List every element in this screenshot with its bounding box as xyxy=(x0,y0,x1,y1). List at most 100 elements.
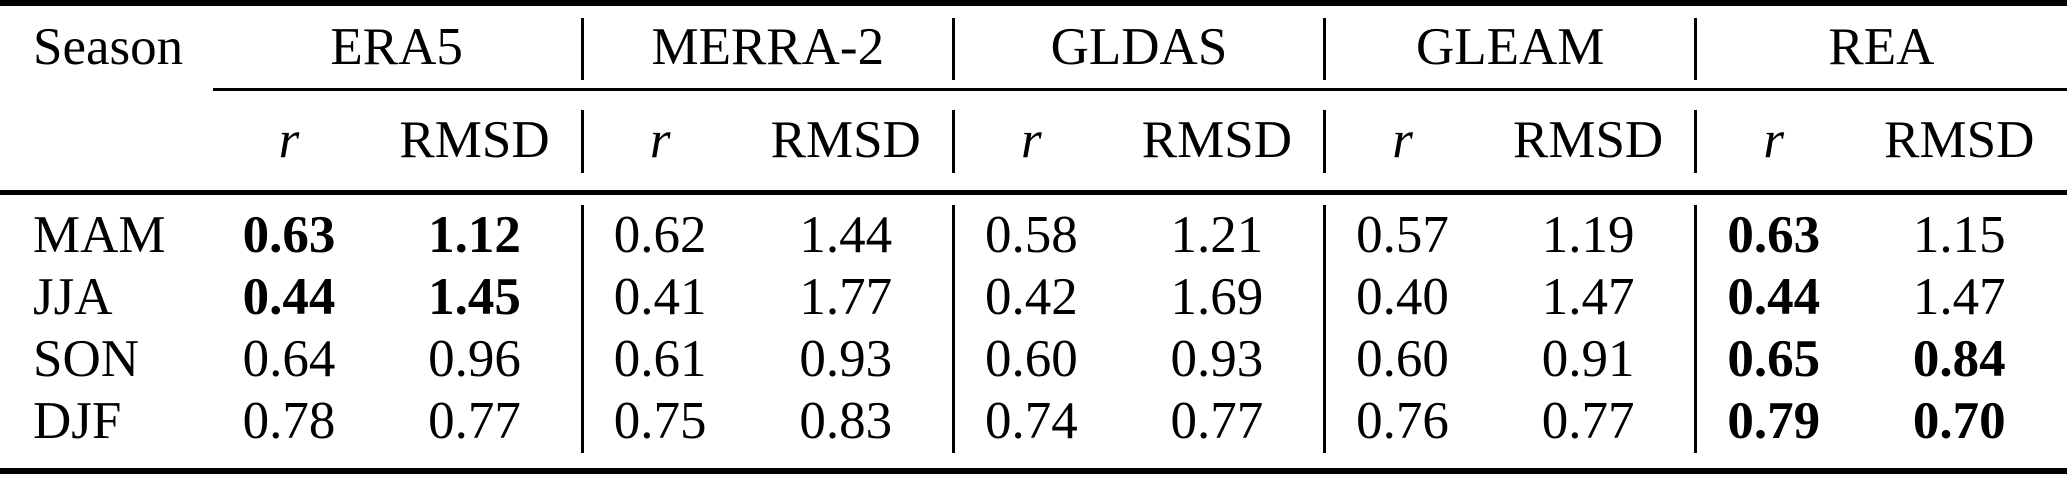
metric-label-r: r xyxy=(1763,111,1785,169)
cell-group-era5: 0.44 1.45 xyxy=(211,267,582,326)
value-rmsd: 0.91 xyxy=(1541,329,1635,388)
metric-subheader-gldas: r RMSD xyxy=(953,114,1324,167)
value-r: 0.76 xyxy=(1356,391,1449,450)
group-header-row: Season ERA5 MERRA-2 GLDAS GLEAM REA xyxy=(0,6,2067,88)
value-rmsd: 1.15 xyxy=(1912,205,2006,264)
value-rmsd: 1.12 xyxy=(428,205,521,264)
cell-group-era5: 0.78 0.77 xyxy=(211,391,582,450)
value-rmsd: 1.44 xyxy=(799,205,893,264)
value-r: 0.44 xyxy=(1727,267,1821,326)
value-rmsd: 0.84 xyxy=(1912,329,2006,388)
value-r: 0.74 xyxy=(984,391,1078,450)
value-r: 0.57 xyxy=(1356,205,1449,264)
column-separator xyxy=(1694,110,1698,173)
group-header-rea: REA xyxy=(1828,17,1935,76)
season-label: SON xyxy=(33,329,140,388)
cell-group-gleam: 0.57 1.19 xyxy=(1325,205,1696,264)
cell-group-rea: 0.44 1.47 xyxy=(1696,267,2067,326)
season-column-header: Season xyxy=(33,17,184,76)
table-row-djf: DJF 0.78 0.77 0.75 0.83 0.74 0.77 0.76 0.77 0.79 0… xyxy=(0,390,2067,452)
metric-label-r: r xyxy=(649,111,671,169)
column-separator xyxy=(580,18,584,80)
table-bottom-rule xyxy=(0,468,2067,474)
value-r: 0.42 xyxy=(984,267,1078,326)
season-label: MAM xyxy=(33,205,166,264)
group-header-gleam: GLEAM xyxy=(1415,17,1605,76)
metric-subheader-rea: r RMSD xyxy=(1696,114,2067,167)
cell-group-era5: 0.63 1.12 xyxy=(211,205,582,264)
column-separator xyxy=(951,110,955,173)
value-r: 0.64 xyxy=(242,329,336,388)
value-rmsd: 0.93 xyxy=(799,329,893,388)
cell-group-era5: 0.64 0.96 xyxy=(211,329,582,388)
metric-label-r: r xyxy=(1021,111,1042,169)
metric-subheader-gleam: r RMSD xyxy=(1325,114,1696,167)
metric-label-rmsd: RMSD xyxy=(770,111,921,169)
value-rmsd: 0.93 xyxy=(1170,329,1264,388)
metric-subheader-era5: r RMSD xyxy=(211,114,582,167)
cell-group-gldas: 0.58 1.21 xyxy=(953,205,1324,264)
column-separator xyxy=(580,110,584,173)
value-rmsd: 1.47 xyxy=(1541,267,1635,326)
column-separator xyxy=(1323,205,1327,453)
cell-group-merra-2: 0.41 1.77 xyxy=(582,267,953,326)
column-separator xyxy=(951,18,955,80)
value-rmsd: 1.19 xyxy=(1541,205,1635,264)
value-r: 0.41 xyxy=(613,267,707,326)
cell-group-merra-2: 0.75 0.83 xyxy=(582,391,953,450)
value-r: 0.78 xyxy=(242,391,336,450)
cell-group-gleam: 0.76 0.77 xyxy=(1325,391,1696,450)
metric-subheader-merra-2: r RMSD xyxy=(582,114,953,167)
value-r: 0.40 xyxy=(1356,267,1449,326)
cell-group-gleam: 0.60 0.91 xyxy=(1325,329,1696,388)
cell-group-gldas: 0.60 0.93 xyxy=(953,329,1324,388)
value-r: 0.63 xyxy=(242,205,336,264)
table-row-mam: MAM 0.63 1.12 0.62 1.44 0.58 1.21 0.57 1.19 0.63 1… xyxy=(0,204,2067,266)
value-r: 0.44 xyxy=(242,267,336,326)
value-r: 0.60 xyxy=(984,329,1078,388)
metric-label-rmsd: RMSD xyxy=(399,111,550,169)
cell-group-merra-2: 0.61 0.93 xyxy=(582,329,953,388)
value-rmsd: 0.96 xyxy=(428,329,521,388)
value-rmsd: 1.77 xyxy=(799,267,893,326)
value-rmsd: 1.47 xyxy=(1912,267,2006,326)
group-header-merra-2: MERRA-2 xyxy=(651,17,885,76)
value-r: 0.75 xyxy=(613,391,707,450)
cell-group-rea: 0.65 0.84 xyxy=(1696,329,2067,388)
value-r: 0.79 xyxy=(1727,391,1821,450)
group-header-era5: ERA5 xyxy=(330,17,463,76)
cell-group-gleam: 0.40 1.47 xyxy=(1325,267,1696,326)
value-rmsd: 0.83 xyxy=(799,391,893,450)
value-r: 0.63 xyxy=(1727,205,1821,264)
value-rmsd: 0.77 xyxy=(428,391,521,450)
metric-label-rmsd: RMSD xyxy=(1884,111,2035,169)
cell-group-merra-2: 0.62 1.44 xyxy=(582,205,953,264)
table-row-son: SON 0.64 0.96 0.61 0.93 0.60 0.93 0.60 0.91 0.65 0… xyxy=(0,328,2067,390)
cell-group-rea: 0.79 0.70 xyxy=(1696,391,2067,450)
metric-label-r: r xyxy=(278,111,300,169)
cell-group-rea: 0.63 1.15 xyxy=(1696,205,2067,264)
value-r: 0.58 xyxy=(984,205,1078,264)
cell-group-gldas: 0.42 1.69 xyxy=(953,267,1324,326)
column-separator xyxy=(1694,205,1698,453)
value-r: 0.61 xyxy=(613,329,707,388)
value-r: 0.60 xyxy=(1356,329,1449,388)
value-rmsd: 0.77 xyxy=(1170,391,1264,450)
column-separator xyxy=(1323,18,1327,80)
season-label: JJA xyxy=(33,267,113,326)
season-label: DJF xyxy=(33,391,122,450)
column-separator xyxy=(580,205,584,453)
value-r: 0.65 xyxy=(1727,329,1821,388)
value-r: 0.62 xyxy=(613,205,707,264)
value-rmsd: 1.69 xyxy=(1170,267,1264,326)
value-rmsd: 0.70 xyxy=(1912,391,2006,450)
group-header-gldas: GLDAS xyxy=(1050,17,1228,76)
metric-label-rmsd: RMSD xyxy=(1141,111,1293,169)
metric-subheader-row: r RMSD r RMSD r RMSD r RMSD r RMSD xyxy=(0,91,2067,190)
metric-label-r: r xyxy=(1392,111,1413,169)
group-header-underline-rule xyxy=(213,88,2067,91)
metric-label-rmsd: RMSD xyxy=(1512,111,1664,169)
column-separator xyxy=(951,205,955,453)
value-rmsd: 1.21 xyxy=(1170,205,1264,264)
